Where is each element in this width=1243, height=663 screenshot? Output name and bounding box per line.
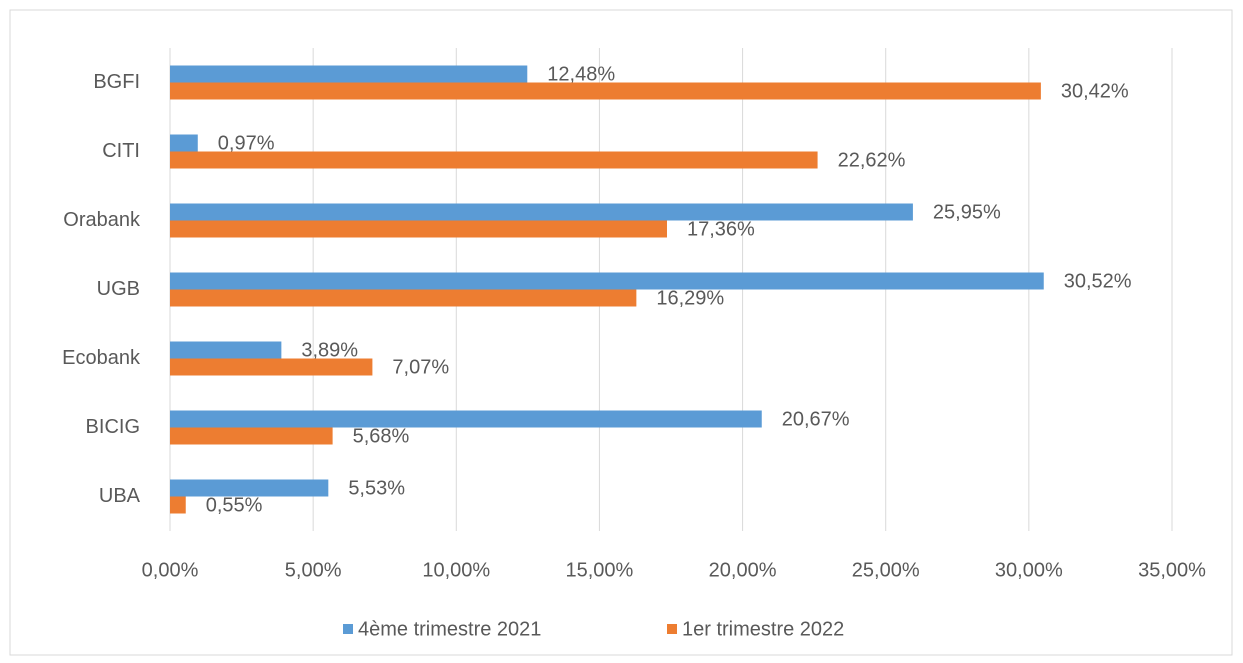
chart-frame bbox=[9, 9, 1233, 656]
bar bbox=[170, 82, 1041, 100]
data-label: 0,97% bbox=[218, 132, 275, 154]
y-tick-label: BICIG bbox=[86, 416, 140, 438]
bar bbox=[170, 134, 198, 152]
bar bbox=[170, 410, 762, 428]
y-tick-label: UGB bbox=[97, 278, 140, 300]
bar bbox=[170, 203, 913, 221]
bar bbox=[170, 479, 329, 497]
x-tick-label: 5,00% bbox=[285, 559, 342, 581]
x-tick-label: 25,00% bbox=[852, 559, 920, 581]
data-label: 5,68% bbox=[353, 425, 410, 447]
data-label: 5,53% bbox=[348, 477, 405, 499]
x-tick-label: 35,00% bbox=[1138, 559, 1206, 581]
data-label: 16,29% bbox=[656, 287, 724, 309]
data-label: 7,07% bbox=[392, 356, 449, 378]
bar bbox=[170, 220, 667, 238]
bar bbox=[170, 496, 186, 514]
data-label: 20,67% bbox=[782, 408, 850, 430]
data-label: 0,55% bbox=[206, 494, 263, 516]
data-label: 25,95% bbox=[933, 201, 1001, 223]
x-tick-label: 0,00% bbox=[142, 559, 199, 581]
y-tick-label: UBA bbox=[99, 485, 141, 507]
legend-swatch bbox=[667, 624, 677, 634]
legend-label: 4ème trimestre 2021 bbox=[358, 618, 541, 640]
x-tick-label: 10,00% bbox=[422, 559, 490, 581]
y-tick-label: Ecobank bbox=[62, 347, 141, 369]
legend-swatch bbox=[343, 624, 353, 634]
data-label: 22,62% bbox=[838, 149, 906, 171]
bar bbox=[170, 358, 373, 376]
x-tick-label: 20,00% bbox=[709, 559, 777, 581]
x-tick-label: 15,00% bbox=[566, 559, 634, 581]
legend-label: 1er trimestre 2022 bbox=[682, 618, 844, 640]
data-label: 3,89% bbox=[301, 339, 358, 361]
bar bbox=[170, 341, 282, 359]
bar bbox=[170, 65, 528, 83]
bar bbox=[170, 289, 637, 307]
data-label: 12,48% bbox=[547, 63, 615, 85]
bar bbox=[170, 151, 818, 169]
bar bbox=[170, 427, 333, 445]
y-tick-label: CITI bbox=[102, 140, 140, 162]
y-tick-label: Orabank bbox=[63, 209, 141, 231]
x-tick-label: 30,00% bbox=[995, 559, 1063, 581]
bar bbox=[170, 272, 1044, 290]
data-label: 30,42% bbox=[1061, 80, 1129, 102]
data-label: 30,52% bbox=[1064, 270, 1132, 292]
y-tick-label: BGFI bbox=[93, 71, 140, 93]
data-label: 17,36% bbox=[687, 218, 755, 240]
